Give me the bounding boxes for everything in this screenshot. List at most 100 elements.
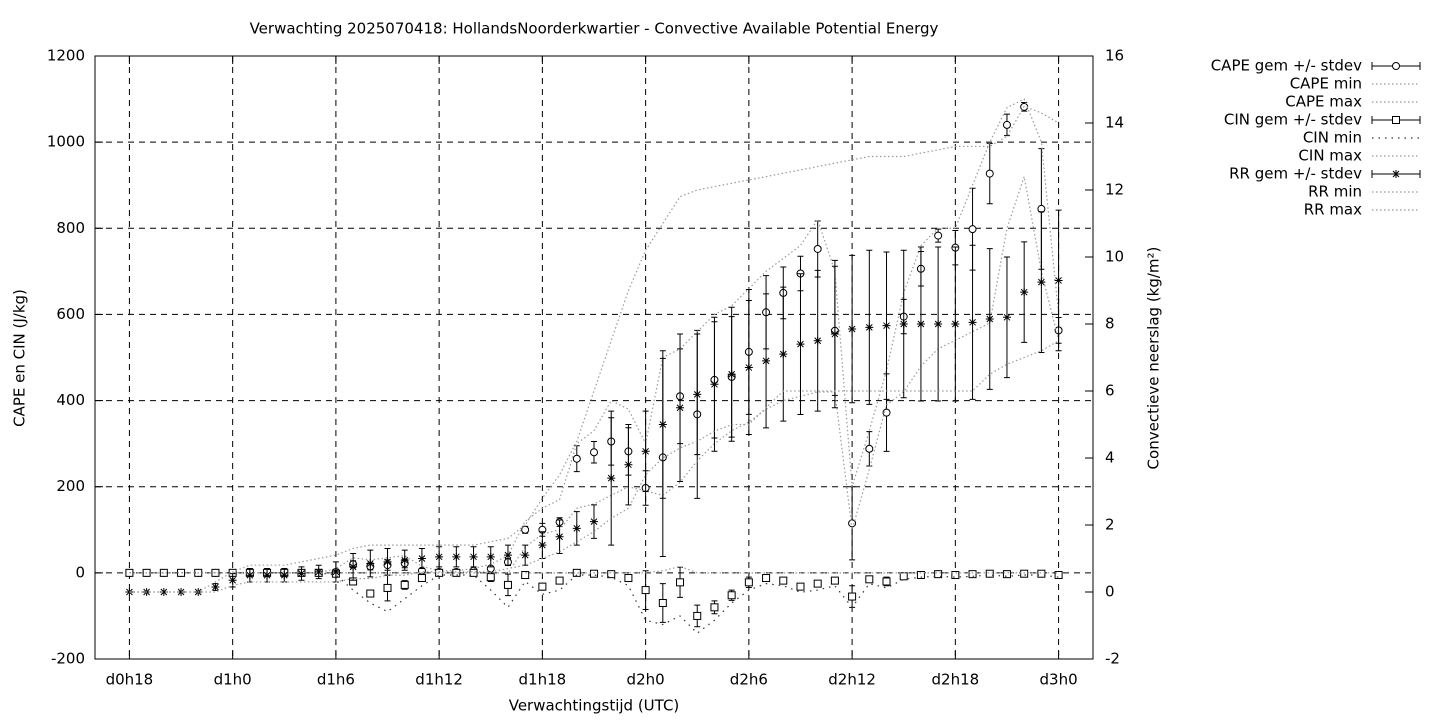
point-marker [968,570,977,579]
point-marker [624,460,633,469]
y-tick-label: 600 [56,305,85,323]
y-tick-label: 1000 [47,133,85,151]
point-marker [435,552,444,561]
point-marker [882,321,891,330]
point-marker [590,517,598,526]
point-marker [366,559,375,568]
point-marker [572,454,581,463]
x-tick-label: d2h18 [932,671,980,689]
point-marker [934,570,943,579]
point-marker [159,588,168,596]
legend-label: RR min [1308,183,1362,201]
legend-label: CIN max [1298,147,1362,165]
point-marker [521,571,530,580]
point-marker [280,571,289,580]
plot-frame [94,55,1094,660]
y2-tick-label: 14 [1105,114,1124,132]
point-marker [985,169,994,178]
y-tick-label: -200 [51,650,85,668]
point-marker [641,586,650,595]
point-marker [555,532,564,541]
range-line [129,565,1059,574]
legend-label: CIN gem +/- stdev [1224,111,1362,129]
point-marker [848,592,857,601]
point-marker [727,591,736,600]
point-marker [865,323,874,332]
point-marker [624,574,633,583]
y-tick-label: 1200 [47,47,85,65]
point-marker [607,570,616,579]
legend-marker [1392,62,1400,70]
y2-tick-label: 10 [1105,248,1124,266]
point-marker [693,390,702,399]
x-tick-label: d1h6 [317,671,355,689]
legend-label: CIN min [1303,129,1362,147]
point-marker [916,571,925,580]
point-marker [710,380,719,389]
x-axis-label: Verwachtingstijd (UTC) [509,697,680,715]
point-marker [297,569,306,578]
point-marker [985,314,994,323]
x-tick-label: d2h6 [730,671,768,689]
point-marker [503,551,512,560]
point-marker [314,567,323,576]
point-marker [1002,120,1011,129]
point-marker [744,578,753,587]
y2-tick-label: 2 [1105,516,1115,534]
y-tick-label: 200 [56,477,85,495]
point-marker [400,556,409,565]
point-marker [658,420,667,429]
point-marker [228,576,237,585]
point-marker [899,572,908,581]
x-tick-label: d2h0 [627,671,665,689]
point-marker [417,574,426,583]
point-marker [452,568,461,577]
point-marker [590,569,598,578]
legend-label: CAPE max [1285,93,1362,111]
point-marker [1020,569,1029,578]
point-marker [503,580,512,589]
point-marker [469,552,478,561]
point-marker [934,320,943,328]
point-marker [1037,278,1046,287]
legend-marker [1392,170,1400,178]
point-marker [916,320,925,328]
point-marker [211,582,220,591]
y-tick-label: 800 [56,219,85,237]
point-marker [521,525,530,534]
point-marker [813,244,822,253]
point-marker [762,574,771,583]
range-line [129,340,1059,593]
point-marker [263,571,272,580]
point-marker [349,562,358,571]
point-marker [245,571,254,580]
point-marker [951,571,960,580]
point-marker [555,576,564,585]
point-marker [934,231,943,240]
point-marker [1054,276,1063,285]
x-tick-label: d1h0 [214,671,252,689]
point-marker [590,448,598,457]
point-marker [951,320,960,328]
point-marker [830,330,839,339]
point-marker [1002,570,1011,579]
point-marker [400,580,409,589]
legend-label: RR gem +/- stdev [1229,165,1362,183]
x-tick-label: d0h18 [106,671,154,689]
range-line [129,98,1060,574]
point-marker [383,583,392,592]
point-marker [676,578,685,587]
point-marker [159,568,168,577]
y2-tick-label: 8 [1105,315,1115,333]
y-tick-label: 400 [56,391,85,409]
y-tick-label: 0 [75,563,85,581]
x-tick-label: d1h12 [415,671,463,689]
point-marker [968,225,977,234]
point-marker [813,579,822,588]
point-marker [211,568,220,577]
point-marker [1054,571,1063,580]
point-marker [848,519,857,528]
point-marker [366,589,375,598]
point-marker [779,576,788,585]
